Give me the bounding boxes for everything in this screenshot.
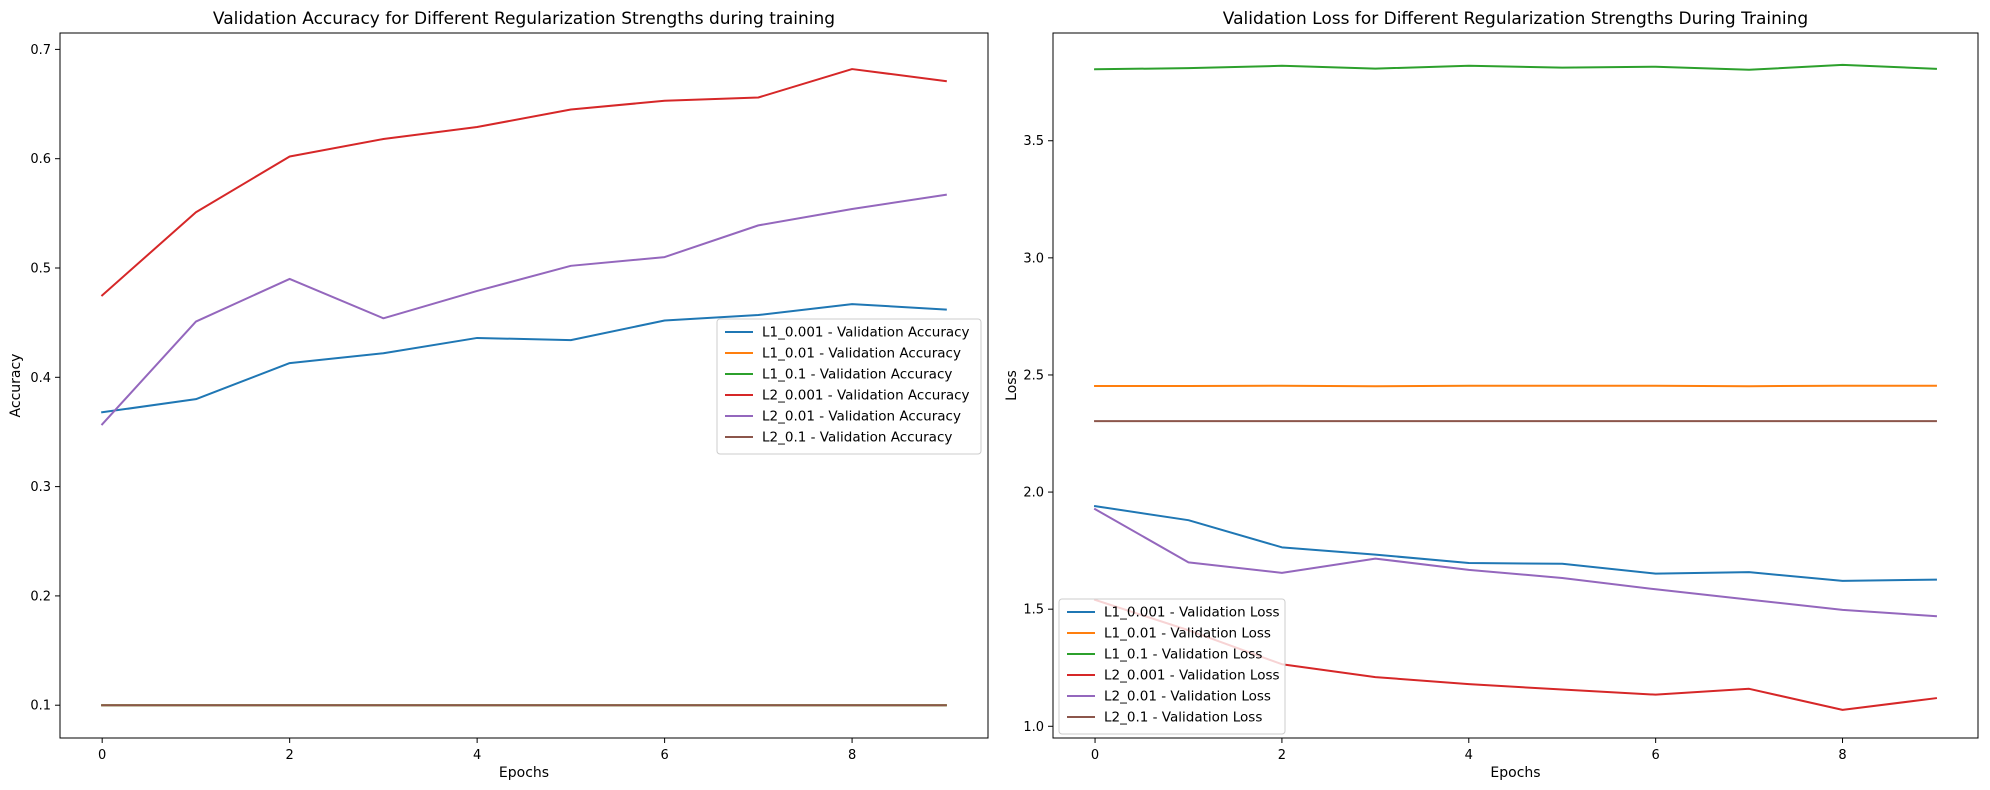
legend: L1_0.001 - Validation Loss L1_0.01 - Vali…	[1058, 598, 1286, 735]
series-line	[100, 68, 947, 297]
x-tick-label: 6	[1652, 748, 1660, 763]
series-line	[1093, 507, 1938, 618]
series-group	[100, 68, 947, 707]
axes-frame	[59, 32, 989, 739]
x-tick-label: 8	[1838, 748, 1846, 763]
x-axis-label: Epochs	[1490, 765, 1540, 781]
y-tick-label: 2.5	[1023, 368, 1044, 383]
legend-label: L1_0.1 - Validation Loss	[1104, 647, 1262, 663]
legend-label: L1_0.1 - Validation Accuracy	[762, 367, 952, 383]
y-tick-label: 2.0	[1023, 486, 1044, 501]
y-tick-label: 0.1	[30, 699, 51, 714]
x-tick-label: 8	[848, 748, 856, 763]
legend: L1_0.001 - Validation Accuracy L1_0.01 - …	[716, 318, 982, 455]
x-axis-label: Epochs	[499, 765, 549, 781]
y-tick-label: 0.6	[30, 152, 51, 167]
x-tick-label: 0	[1091, 748, 1099, 763]
legend-label: L2_0.01 - Validation Accuracy	[762, 409, 961, 425]
chart-title: Validation Accuracy for Different Regula…	[213, 9, 835, 29]
y-tick-label: 0.4	[30, 371, 51, 386]
legend-box	[716, 318, 982, 455]
y-tick-label: 3.5	[1023, 134, 1044, 149]
legend-box	[1058, 598, 1286, 735]
series-group	[1093, 63, 1938, 711]
y-tick-label: 0.5	[30, 262, 51, 277]
series-line	[1094, 63, 1937, 71]
chart-panel-2: Validation Loss for Different Regulariza…	[1004, 9, 1979, 781]
x-tick-label: 2	[286, 748, 294, 763]
y-tick-label: 0.7	[30, 43, 51, 58]
y-tick-label: 0.2	[30, 589, 51, 604]
legend-label: L2_0.01 - Validation Loss	[1104, 689, 1271, 705]
x-tick-label: 6	[660, 748, 668, 763]
legend-label: L2_0.1 - Validation Loss	[1104, 710, 1262, 726]
chart-title: Validation Loss for Different Regulariza…	[1223, 9, 1808, 29]
chart-panel-1: Validation Accuracy for Different Regula…	[8, 9, 989, 781]
y-tick-label: 1.0	[1023, 720, 1044, 735]
y-axis-label: Accuracy	[8, 354, 24, 418]
legend-label: L1_0.01 - Validation Loss	[1104, 626, 1271, 642]
series-line	[100, 193, 947, 426]
axes-frame	[1052, 32, 1979, 739]
x-tick-label: 4	[1465, 748, 1473, 763]
legend-label: L2_0.001 - Validation Loss	[1104, 668, 1280, 684]
legend-label: L1_0.001 - Validation Loss	[1104, 605, 1280, 621]
x-tick-label: 4	[473, 748, 481, 763]
x-tick-label: 0	[98, 748, 106, 763]
series-line	[1093, 504, 1937, 582]
y-tick-label: 3.0	[1023, 251, 1044, 266]
y-axis-label: Loss	[1004, 370, 1020, 401]
series-line	[101, 303, 947, 414]
legend-label: L1_0.001 - Validation Accuracy	[762, 325, 970, 341]
y-tick-label: 1.5	[1023, 603, 1044, 618]
legend-label: L2_0.001 - Validation Accuracy	[762, 388, 970, 404]
legend-label: L1_0.01 - Validation Accuracy	[762, 346, 961, 362]
x-tick-label: 2	[1278, 748, 1286, 763]
legend-label: L2_0.1 - Validation Accuracy	[762, 430, 952, 446]
y-tick-label: 0.3	[30, 480, 51, 495]
